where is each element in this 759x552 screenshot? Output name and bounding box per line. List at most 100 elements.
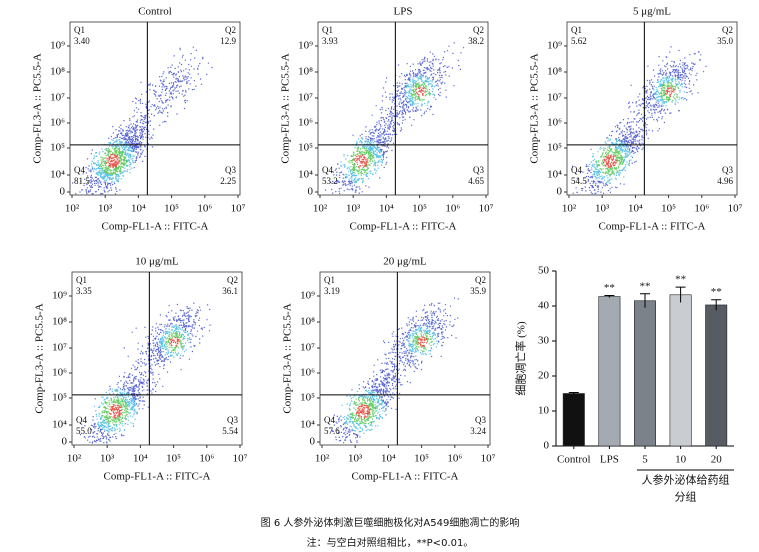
- y-tick-label: 10⁸: [547, 66, 562, 78]
- y-tick-label: 20: [538, 370, 550, 382]
- quadrant-value: 35.9: [470, 286, 486, 296]
- panel-title: LPS: [394, 6, 413, 18]
- y-tick-label: 0: [62, 436, 68, 448]
- bar: [634, 300, 656, 447]
- y-tick-label: 10⁴: [547, 169, 562, 181]
- x-tick-label: 10³: [348, 453, 363, 465]
- y-tick-label: 10⁹: [547, 40, 562, 52]
- significance: **: [640, 280, 651, 292]
- x-tick-label: 10⁶: [447, 453, 462, 465]
- plot-frame: [319, 271, 491, 446]
- bar: [669, 294, 692, 447]
- x-axis-label: 分组: [675, 490, 697, 504]
- event-dots: [93, 325, 191, 434]
- x-tick-label: 10⁵: [661, 203, 676, 215]
- x-tick-label: 10²: [313, 203, 328, 215]
- y-tick-label: 10⁹: [50, 40, 65, 52]
- y-tick-label: 10⁶: [50, 117, 65, 129]
- quadrant-name: Q3: [473, 165, 484, 175]
- event-dots: [79, 302, 211, 444]
- x-tick-label: 10²: [65, 203, 80, 215]
- error-bar: [640, 293, 650, 308]
- x-tick-label: 10⁴: [381, 453, 396, 465]
- quadrant-value: 3.93: [322, 36, 338, 46]
- x-tick-label: 10⁴: [133, 453, 148, 465]
- x-tick-label: 10³: [100, 453, 115, 465]
- quadrant-value: 3.35: [76, 286, 92, 296]
- significance: **: [711, 286, 722, 298]
- y-tick-label: 50: [538, 265, 550, 277]
- y-tick-label: 10⁹: [52, 290, 67, 302]
- x-tick-label: 10⁵: [412, 203, 427, 215]
- panel-title: Control: [138, 6, 172, 18]
- quadrant-value: 12.9: [220, 36, 236, 46]
- y-tick-label: 0: [557, 186, 563, 198]
- error-bar: [604, 295, 615, 298]
- y-tick-label: 10⁶: [298, 117, 313, 129]
- quadrant-value: 38.2: [468, 36, 484, 46]
- quadrant-value: 3.19: [324, 286, 340, 296]
- x-tick-label: 10⁷: [479, 203, 494, 215]
- y-tick-label: 10⁴: [52, 419, 67, 431]
- bar: [598, 296, 621, 447]
- error-bar: [675, 286, 686, 303]
- x-tick-label: 10⁴: [379, 203, 394, 215]
- y-tick-label: 10⁶: [52, 367, 67, 379]
- x-tick-label: 10⁷: [728, 203, 743, 215]
- x-tick-label: 10⁷: [233, 453, 248, 465]
- quadrant-value: 36.1: [222, 286, 238, 296]
- event-dots: [72, 46, 213, 195]
- y-tick-label: 10⁸: [298, 66, 313, 78]
- y-axis-label: Comp-FL3-A :: PC5.5-A: [34, 303, 46, 413]
- x-tick-label: 10³: [98, 203, 113, 215]
- quadrant-name: Q1: [324, 275, 335, 285]
- y-axis-label: Comp-FL3-A :: PC5.5-A: [32, 53, 44, 163]
- quadrant-name: Q4: [76, 415, 87, 425]
- quadrant-value: 55.0: [76, 426, 92, 436]
- quadrant-name: Q2: [722, 25, 733, 35]
- quadrant-value: 5.62: [571, 36, 587, 46]
- quadrant-name: Q4: [74, 165, 85, 175]
- y-tick-label: 10⁴: [300, 419, 315, 431]
- bar: [562, 393, 585, 447]
- quadrant-value: 57.6: [324, 426, 340, 436]
- plot-frame: [566, 21, 738, 196]
- y-tick-label: 10⁵: [52, 392, 67, 404]
- y-tick-label: 0: [308, 186, 314, 198]
- significance: **: [604, 282, 615, 294]
- caption: 图 6 人参外泌体刺激巨噬细胞极化对A549细胞凋亡的影响: [261, 516, 520, 529]
- x-tick-label: 5: [642, 454, 648, 466]
- quadrant-name: Q3: [225, 165, 236, 175]
- x-tick-label: 10⁴: [131, 203, 146, 215]
- x-tick-label: 10⁵: [164, 203, 179, 215]
- x-tick-label: 10⁶: [445, 203, 460, 215]
- x-axis-label: Comp-FL1-A :: FITC-A: [352, 471, 459, 483]
- y-tick-label: 10: [538, 405, 550, 417]
- event-dots: [349, 332, 433, 425]
- x-axis-label: Comp-FL1-A :: FITC-A: [104, 471, 211, 483]
- bar: [705, 304, 728, 447]
- x-tick-label: 10⁷: [231, 203, 246, 215]
- x-axis-label: Comp-FL1-A :: FITC-A: [599, 221, 706, 233]
- panel-title: 5 μg/mL: [633, 6, 671, 18]
- group-label: 人参外泌体给药组: [642, 473, 730, 487]
- quadrant-value: 54.5: [571, 176, 587, 186]
- y-tick-label: 0: [544, 440, 550, 452]
- event-dots: [353, 86, 426, 168]
- quadrant-name: Q4: [322, 165, 333, 175]
- quadrant-name: Q1: [76, 275, 87, 285]
- x-tick-label: 10⁷: [481, 453, 496, 465]
- event-dots: [108, 336, 180, 419]
- x-tick-label: 10²: [562, 203, 577, 215]
- x-tick-label: 10⁵: [166, 453, 181, 465]
- plot-frame: [71, 271, 243, 446]
- x-tick-label: 10⁶: [694, 203, 709, 215]
- y-tick-label: 40: [538, 300, 550, 312]
- note: 注：与空白对照组相比，**P<0.01。: [307, 536, 474, 549]
- quadrant-name: Q2: [473, 25, 484, 35]
- y-axis-label: 细胞凋亡率 (%): [514, 321, 528, 396]
- y-tick-label: 10⁶: [300, 367, 315, 379]
- x-tick-label: Control: [557, 454, 591, 466]
- quadrant-name: Q4: [324, 415, 335, 425]
